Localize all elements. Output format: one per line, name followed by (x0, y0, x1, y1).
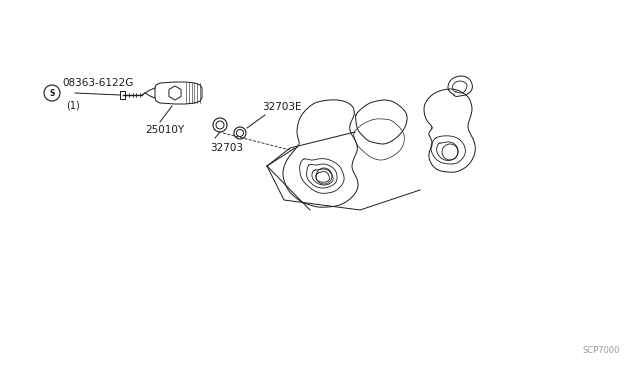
Text: (1): (1) (66, 100, 80, 110)
Circle shape (234, 127, 246, 139)
Text: 32703E: 32703E (262, 102, 301, 112)
Text: 25010Y: 25010Y (145, 125, 184, 135)
Circle shape (213, 118, 227, 132)
Text: 32703: 32703 (210, 143, 243, 153)
Polygon shape (424, 89, 476, 172)
Polygon shape (283, 95, 640, 220)
Text: SCP7000: SCP7000 (582, 346, 620, 355)
Polygon shape (283, 100, 358, 207)
Text: 08363-6122G: 08363-6122G (62, 78, 133, 88)
Polygon shape (120, 91, 125, 99)
Polygon shape (356, 100, 407, 144)
Polygon shape (448, 76, 472, 96)
Polygon shape (169, 86, 181, 100)
Polygon shape (155, 82, 202, 104)
Text: S: S (49, 89, 54, 97)
